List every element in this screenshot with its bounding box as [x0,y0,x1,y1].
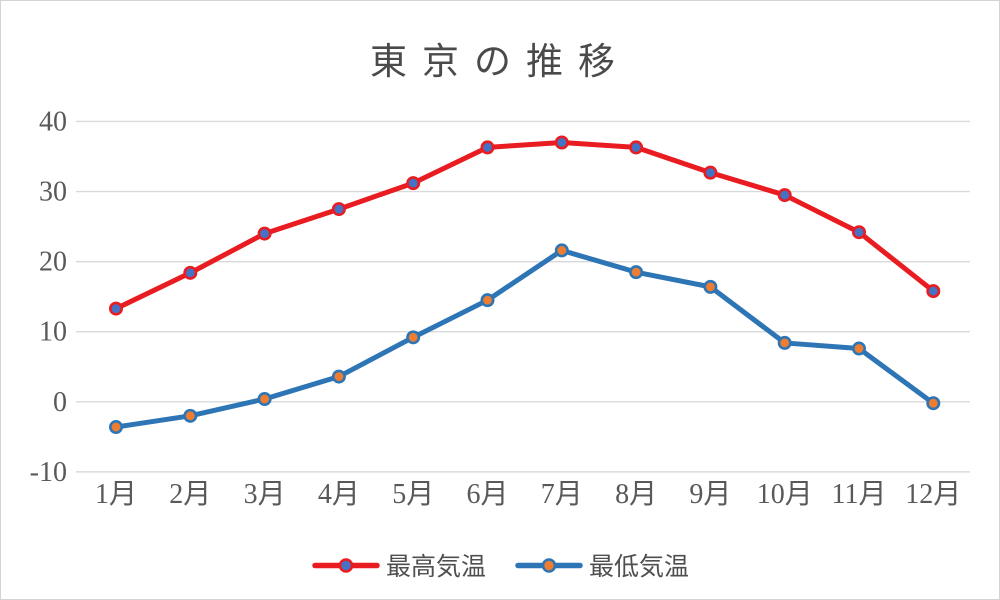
legend-item-max-temp: 最高気温 [311,547,486,583]
max-temp-legend-swatch-icon [312,557,380,573]
min-temp-data-point-marker-icon [183,408,198,423]
max-temp-data-point-marker-icon [851,225,866,240]
min-temp-data-point-marker-icon [406,330,421,345]
x-axis-tick-label: 7月 [541,479,583,510]
x-axis-tick-label: 6月 [466,479,508,510]
min-temp-data-point-marker-icon [331,369,346,384]
max-temp-data-point-marker-icon [926,284,941,299]
max-temp-data-point-marker-icon [257,226,272,241]
x-axis-tick-label: 2月 [169,479,211,510]
min-temp-data-point-marker-icon [703,279,718,294]
min-temp-data-point-marker-icon [554,243,569,258]
min-temp-legend-marker-icon [541,557,557,573]
min-temp-data-point-marker-icon [851,341,866,356]
legend-item-min-temp: 最低気温 [514,547,689,583]
max-temp-data-point-marker-icon [703,165,718,180]
min-temp-data-point-marker-icon [629,265,644,280]
max-temp-legend-marker-icon [338,557,354,573]
max-temp-data-point-marker-icon [480,140,495,155]
max-temp-data-point-marker-icon [183,265,198,280]
max-temp-data-point-marker-icon [777,188,792,203]
x-axis-tick-label: 9月 [689,479,731,510]
min-temp-data-point-marker-icon [109,420,124,435]
x-axis-tick-label: 3月 [244,479,286,510]
x-axis-tick-label: 4月 [318,479,360,510]
y-axis-tick-label: 20 [39,247,67,278]
y-axis-tick-label: 0 [53,387,67,418]
y-axis-tick-label: 30 [39,177,67,208]
min-temp-series-line [113,247,936,430]
chart-legend: 最高気温 最低気温 [1,547,999,583]
min-temp-data-point-marker-icon [777,335,792,350]
x-axis-tick-label: 10月 [757,479,813,510]
legend-min-temp-label: 最低気温 [589,554,690,581]
x-axis-tick-label: 1月 [95,479,137,510]
chart-title: 東京の推移 [370,42,630,83]
x-axis-tick-label: 8月 [615,479,657,510]
y-axis-tick-label: -10 [30,457,67,488]
max-temp-data-point-marker-icon [109,301,124,316]
legend-max-temp-label: 最高気温 [385,554,486,581]
max-temp-series-line [113,140,936,312]
min-temp-data-point-marker-icon [480,293,495,308]
x-axis-tick-label: 12月 [905,479,961,510]
x-axis-tick-label: 5月 [392,479,434,510]
max-temp-data-point-marker-icon [331,202,346,217]
min-temp-data-point-marker-icon [926,396,941,411]
y-axis-tick-label: 10 [39,317,67,348]
max-temp-data-point-marker-icon [554,135,569,150]
min-temp-data-point-marker-icon [257,391,272,406]
min-temp-legend-swatch-icon [515,557,583,573]
max-temp-data-point-marker-icon [629,140,644,155]
max-temp-data-point-marker-icon [406,176,421,191]
x-axis-tick-label: 11月 [832,479,887,510]
y-axis-tick-label: 40 [39,106,67,137]
